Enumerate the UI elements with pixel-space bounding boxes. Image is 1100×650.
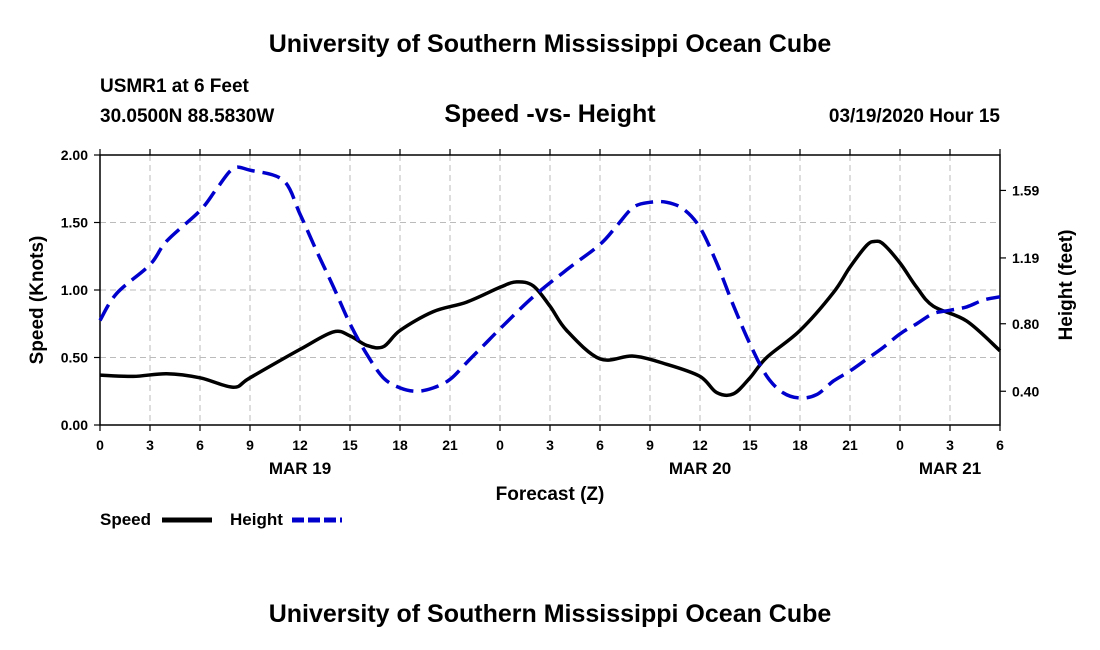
y-tick-label: 1.50 xyxy=(61,215,88,231)
x-tick-label: 3 xyxy=(546,437,554,453)
x-tick-label: 6 xyxy=(996,437,1004,453)
datetime-label: 03/19/2020 Hour 15 xyxy=(828,106,1000,127)
x-tick-label: 6 xyxy=(596,437,604,453)
x-tick-label: 21 xyxy=(442,437,458,453)
legend-height-label: Height xyxy=(230,510,283,529)
y2-tick-label: 0.40 xyxy=(1012,383,1039,399)
date-label: MAR 19 xyxy=(269,459,331,478)
x-tick-label: 15 xyxy=(742,437,758,453)
x-tick-label: 12 xyxy=(292,437,308,453)
x-tick-label: 6 xyxy=(196,437,204,453)
legend-speed-label: Speed xyxy=(100,510,152,529)
series-line-height xyxy=(98,165,1001,400)
coordinates-label: 30.0500N 88.5830W xyxy=(100,106,275,127)
page-title: University of Southern Mississippi Ocean… xyxy=(268,30,832,58)
x-tick-label: 3 xyxy=(946,437,954,453)
y-tick-label: 1.00 xyxy=(61,282,88,298)
y2-tick-label: 1.59 xyxy=(1012,182,1039,198)
x-tick-label: 18 xyxy=(392,437,408,453)
y-axis-label: Speed (Knots) xyxy=(27,236,48,365)
x-tick-label: 0 xyxy=(96,437,104,453)
station-label: USMR1 at 6 Feet xyxy=(100,76,249,97)
chart-title: Speed -vs- Height xyxy=(444,100,656,128)
y-tick-label: 0.50 xyxy=(61,350,88,366)
x-tick-label: 18 xyxy=(792,437,808,453)
y-tick-label: 0.00 xyxy=(61,417,88,433)
x-tick-label: 9 xyxy=(246,437,254,453)
date-label: MAR 20 xyxy=(669,459,731,478)
x-tick-label: 21 xyxy=(842,437,858,453)
x-tick-label: 15 xyxy=(342,437,358,453)
y2-tick-label: 1.19 xyxy=(1012,250,1039,266)
x-tick-label: 0 xyxy=(896,437,904,453)
date-label: MAR 21 xyxy=(919,459,981,478)
y2-tick-label: 0.80 xyxy=(1012,316,1039,332)
series-line-speed xyxy=(99,239,1002,398)
x-tick-label: 3 xyxy=(146,437,154,453)
footer-title: University of Southern Mississippi Ocean… xyxy=(268,600,832,628)
x-tick-label: 9 xyxy=(646,437,654,453)
y2-axis-label: Height (feet) xyxy=(1056,230,1077,341)
x-axis-label: Forecast (Z) xyxy=(496,484,605,505)
x-tick-label: 0 xyxy=(496,437,504,453)
y-tick-label: 2.00 xyxy=(61,147,88,163)
x-tick-label: 12 xyxy=(692,437,708,453)
